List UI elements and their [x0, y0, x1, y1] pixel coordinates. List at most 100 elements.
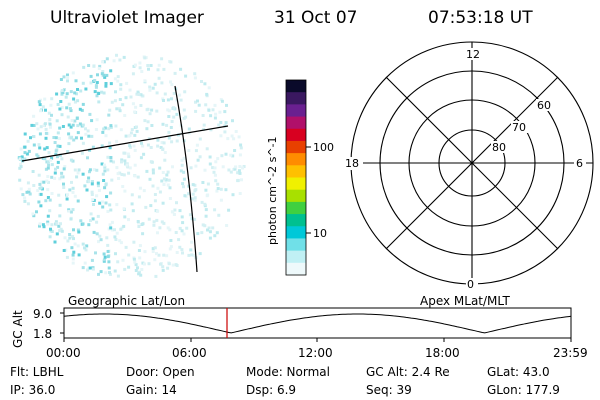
uv-pixel [118, 171, 122, 175]
uv-pixel [213, 208, 217, 212]
uv-pixel [139, 104, 143, 107]
uv-pixel [194, 100, 197, 104]
uv-pixel [28, 192, 32, 196]
uv-pixel [171, 263, 175, 267]
gain-info: Gain: 14 [126, 383, 177, 397]
uv-pixel [107, 227, 111, 231]
uv-pixel [76, 171, 80, 175]
uv-pixel [55, 155, 59, 159]
uv-pixel [26, 139, 30, 143]
uv-pixel [178, 209, 182, 213]
uv-pixel [168, 197, 172, 200]
uv-pixel [127, 134, 131, 138]
uv-pixel [153, 82, 157, 86]
uv-pixel [98, 64, 102, 68]
uv-pixel [101, 70, 105, 73]
uv-pixel [104, 82, 108, 85]
uv-pixel [167, 136, 171, 140]
uv-pixel [114, 90, 117, 94]
uv-pixel [187, 184, 191, 188]
uv-pixel [93, 90, 97, 94]
uv-pixel [182, 156, 186, 160]
uv-pixel [43, 122, 47, 126]
uv-pixel [150, 124, 154, 127]
uv-pixel [73, 91, 77, 95]
uv-pixel [70, 246, 74, 250]
uv-pixel [211, 108, 215, 112]
uv-pixel [182, 108, 186, 112]
uv-pixel [106, 168, 110, 172]
uv-pixel [68, 233, 72, 236]
timeline-ylabel: GC Alt [11, 310, 25, 348]
uv-pixel [234, 165, 238, 169]
uv-pixel [104, 201, 108, 205]
uv-pixel [46, 222, 50, 226]
uv-pixel [149, 64, 153, 67]
gc-alt-info: GC Alt: 2.4 Re [366, 365, 450, 379]
uv-pixel [166, 98, 170, 102]
uv-pixel [143, 250, 147, 254]
uv-pixel [169, 126, 173, 129]
uv-pixel [115, 139, 119, 143]
uv-pixel [133, 110, 137, 114]
uv-pixel [71, 190, 75, 194]
uv-pixel [124, 245, 128, 249]
uv-pixel [133, 133, 137, 137]
uv-pixel [91, 180, 94, 183]
uv-pixel [23, 157, 27, 161]
uv-pixel [38, 186, 42, 190]
uv-pixel [106, 243, 110, 247]
uv-pixel [203, 202, 207, 206]
uv-pixel [55, 119, 59, 123]
uv-pixel [145, 169, 149, 173]
uv-pixel [112, 160, 115, 164]
uv-pixel [127, 155, 131, 159]
uv-pixel [91, 267, 95, 271]
uv-pixel [32, 214, 36, 218]
uv-pixel [70, 119, 74, 122]
uv-pixel [140, 70, 144, 73]
uv-pixel [109, 208, 113, 212]
uv-pixel [39, 204, 43, 208]
uv-pixel [48, 209, 52, 213]
uv-pixel [134, 263, 138, 267]
uv-pixel [36, 189, 40, 192]
uv-pixel [92, 203, 95, 206]
uv-pixel [138, 256, 142, 260]
uv-pixel [67, 132, 71, 136]
uv-pixel [38, 103, 42, 107]
uv-pixel [170, 97, 173, 101]
uv-pixel [87, 64, 91, 67]
uv-pixel [57, 137, 61, 140]
uv-pixel [194, 109, 198, 113]
uv-pixel [231, 154, 235, 158]
uv-pixel [193, 72, 197, 76]
uv-pixel [138, 66, 142, 70]
uv-pixel [133, 148, 137, 152]
uv-pixel [60, 157, 64, 161]
uv-pixel [159, 262, 162, 266]
uv-pixel [187, 127, 191, 131]
uv-pixel [232, 137, 236, 141]
uv-pixel [90, 190, 94, 194]
uv-pixel [209, 128, 213, 132]
uv-pixel [155, 218, 159, 222]
uv-pixel [128, 144, 132, 148]
uv-pixel [56, 144, 60, 148]
uv-pixel [87, 179, 91, 183]
timeline-xtick-1200: 12:00 [298, 346, 333, 360]
uv-pixel [190, 253, 194, 257]
uv-pixel [205, 92, 209, 96]
color-scale-band [286, 189, 306, 203]
glon-info: GLon: 177.9 [487, 383, 560, 397]
uv-pixel [204, 208, 208, 212]
uv-pixel [105, 195, 109, 199]
uv-pixel [137, 272, 141, 276]
uv-pixel [38, 146, 42, 150]
uv-pixel [65, 255, 69, 259]
uv-pixel [173, 71, 177, 75]
uv-pixel [21, 193, 25, 197]
uv-pixel [76, 228, 80, 232]
uv-pixel [108, 141, 112, 145]
uv-pixel [223, 130, 227, 134]
